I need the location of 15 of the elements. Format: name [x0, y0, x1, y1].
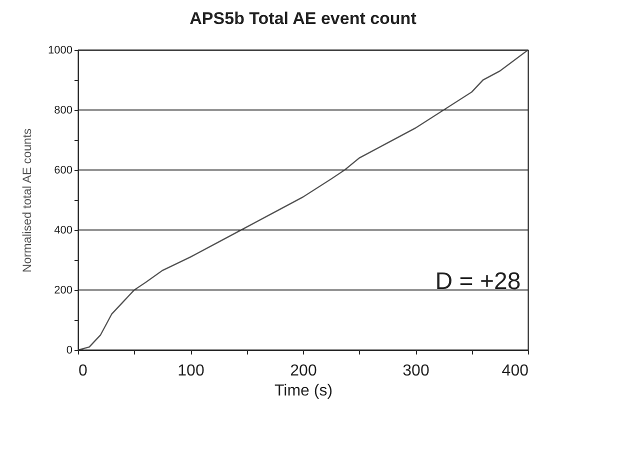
- y-tick-label: 0: [66, 344, 72, 356]
- y-axis-title: Normalised total AE counts: [20, 128, 34, 273]
- y-tick-label: 200: [54, 284, 72, 296]
- x-axis-title: Time (s): [274, 382, 333, 400]
- x-tick-label: 100: [178, 362, 204, 380]
- y-tick-label: 800: [54, 104, 72, 116]
- chart-title: APS5b Total AE event count: [190, 9, 417, 28]
- x-tick-label: 400: [502, 362, 529, 380]
- x-tick-label: 300: [402, 362, 430, 380]
- y-tick-label: 1000: [48, 44, 72, 56]
- y-tick-label: 600: [54, 164, 72, 176]
- x-tick-label: 0: [78, 362, 88, 380]
- y-tick-label: 400: [54, 224, 72, 236]
- x-tick-label: 200: [290, 362, 317, 380]
- annotation: D = +28: [435, 268, 521, 295]
